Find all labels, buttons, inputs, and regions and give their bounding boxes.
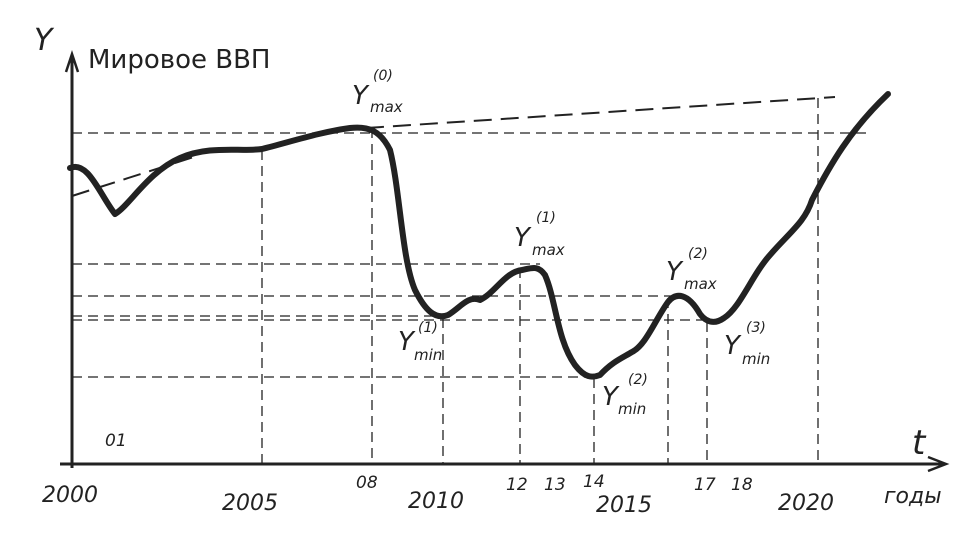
ymax1-base: Y	[514, 223, 532, 253]
gdp-curve	[67, 91, 891, 380]
label-ymin2: Y min (2)	[602, 372, 648, 418]
label-ymax0: Y max (0)	[352, 68, 403, 116]
ymax0-sub: max	[370, 98, 403, 116]
tick-12: 12	[506, 475, 528, 495]
ymin1-base: Y	[398, 327, 416, 357]
ymax2-sup: (2)	[688, 246, 708, 262]
ymin1-sup: (1)	[418, 320, 438, 336]
y-axis-arrow	[64, 50, 80, 73]
ymin3-sub: min	[742, 350, 770, 368]
tick-17: 17	[694, 475, 716, 495]
tick-2000: 2000	[42, 483, 98, 508]
y-axis-title: Мировое ВВП	[88, 45, 270, 75]
label-ymin3: Y min (3)	[724, 320, 770, 368]
t-axis-label: t	[912, 423, 927, 463]
label-ymax2: Y max (2)	[666, 246, 717, 293]
ymin2-base: Y	[602, 382, 620, 412]
tick-08: 08	[356, 473, 378, 493]
horizontal-guides	[72, 132, 866, 378]
ymax1-sup: (1)	[536, 210, 556, 226]
ymin3-sup: (3)	[746, 320, 766, 336]
tick-01: 01	[105, 431, 127, 451]
ymin2-sup: (2)	[628, 372, 648, 388]
t-axis-unit: годы	[884, 484, 942, 509]
tick-2020: 2020	[778, 491, 834, 516]
tick-2005: 2005	[222, 491, 278, 516]
t-axis-arrow	[927, 455, 950, 473]
ymax2-sub: max	[684, 275, 717, 293]
ymax1-sub: max	[532, 241, 565, 259]
tick-13: 13	[544, 475, 566, 495]
tick-2015: 2015	[596, 493, 652, 518]
tick-2010: 2010	[408, 489, 464, 514]
trend-line	[71, 96, 836, 197]
ymax0-sup: (0)	[373, 68, 393, 84]
tick-14: 14	[583, 472, 605, 492]
ymax0-base: Y	[352, 81, 370, 111]
ymin3-base: Y	[724, 331, 742, 361]
ymax2-base: Y	[666, 257, 684, 287]
tick-18: 18	[731, 475, 753, 495]
y-axis-label: Y	[34, 23, 55, 58]
vertical-guides	[261, 98, 819, 464]
ymin1-sub: min	[414, 346, 442, 364]
label-ymax1: Y max (1)	[514, 210, 565, 259]
trend-segment-right	[365, 96, 836, 129]
ymin2-sub: min	[618, 400, 646, 418]
label-ymin1: Y min (1)	[398, 320, 442, 364]
